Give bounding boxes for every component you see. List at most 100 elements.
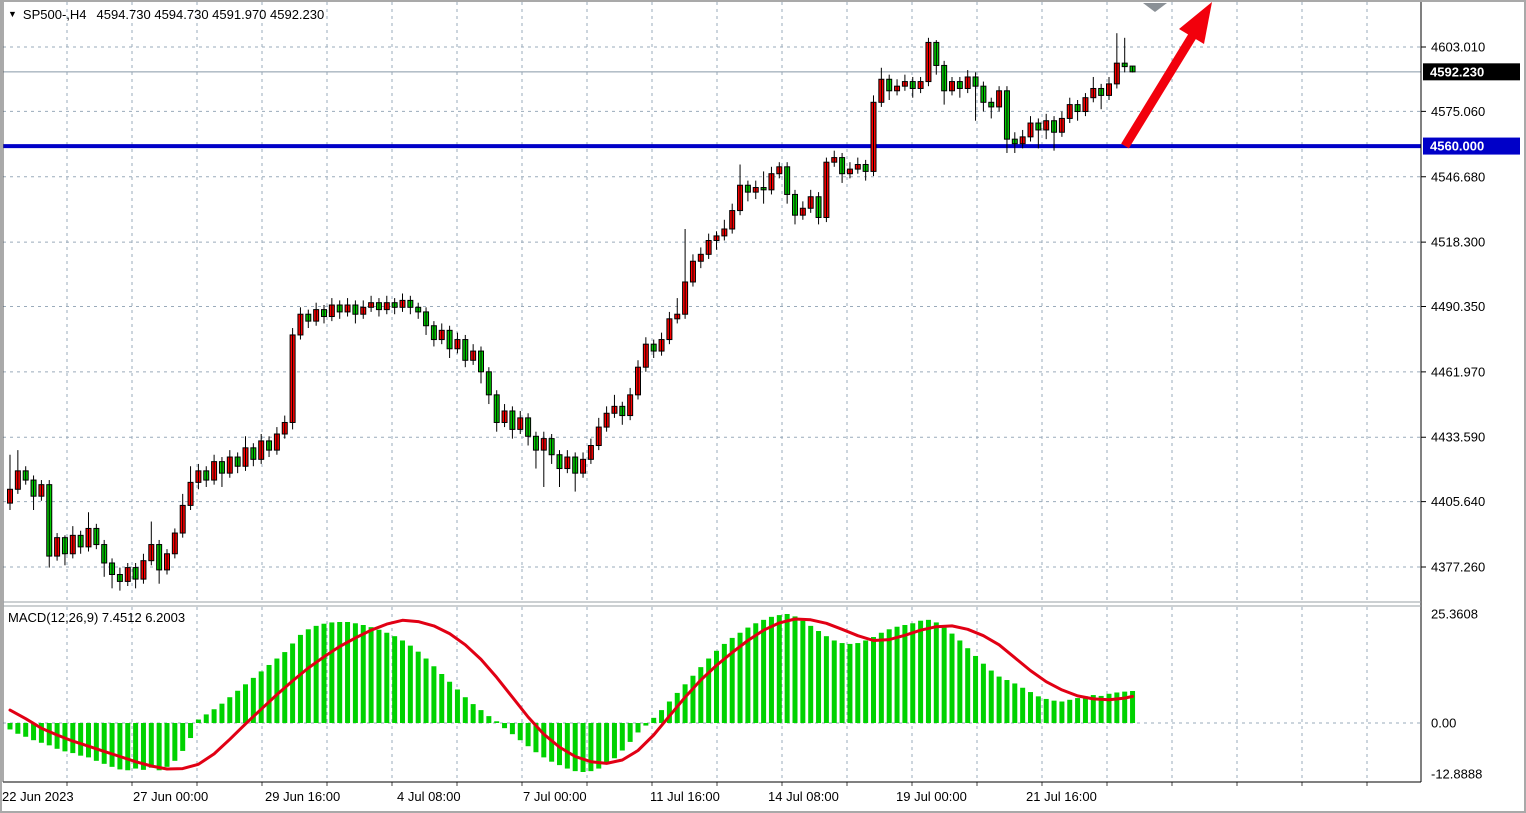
trend-arrow-head[interactable] [1179, 2, 1212, 44]
price-axis-label: 4461.970 [1431, 364, 1485, 379]
macd-histogram-bar [541, 723, 547, 758]
macd-histogram-bar [714, 650, 719, 723]
macd-histogram-bar [627, 723, 633, 742]
price-axis-label: 4518.300 [1431, 235, 1485, 250]
macd-histogram-bar [454, 689, 460, 723]
macd-histogram-bar [823, 636, 829, 723]
macd-histogram-bar [70, 723, 76, 754]
time-axis-label: 27 Jun 00:00 [133, 789, 208, 804]
price-axis-label: 4575.060 [1431, 104, 1485, 119]
price-pane [7, 41, 1136, 582]
macd-histogram-bar [274, 658, 280, 723]
macd-histogram-bar [572, 723, 578, 772]
macd-histogram-bar [973, 655, 979, 723]
macd-histogram-bar [1106, 693, 1112, 723]
macd-histogram-bar [651, 717, 657, 723]
symbol-dropdown-icon[interactable]: ▼ [8, 9, 17, 19]
macd-histogram-bar [588, 723, 594, 772]
macd-axis-label: -12.8888 [1431, 767, 1482, 782]
macd-histogram-bar [250, 677, 256, 723]
time-axis-label: 19 Jul 00:00 [896, 789, 967, 804]
macd-histogram-bar [329, 622, 335, 723]
macd-histogram-bar [1098, 695, 1104, 723]
macd-histogram-bar [941, 627, 947, 723]
macd-histogram-bar [86, 723, 91, 758]
macd-histogram-bar [392, 636, 398, 723]
macd-signal-line [8, 617, 1134, 771]
macd-histogram-bar [15, 723, 21, 734]
macd-histogram-bar [46, 723, 52, 746]
macd-histogram-bar [1067, 699, 1073, 723]
macd-histogram-bar [863, 640, 869, 723]
macd-histogram-bar [619, 723, 625, 751]
macd-histogram-bar [376, 629, 382, 723]
chart-shift-marker-icon[interactable] [1143, 3, 1167, 12]
macd-histogram-bar [761, 619, 767, 723]
macd-histogram-bar [227, 697, 233, 723]
macd-histogram-bar [839, 643, 845, 723]
macd-histogram-bar [462, 697, 468, 723]
macd-histogram-bar [800, 620, 806, 723]
macd-histogram-bar [886, 629, 892, 723]
macd-histogram-bar [305, 629, 311, 723]
macd-histogram-bar [737, 632, 743, 723]
macd-histogram-bar [7, 723, 13, 730]
macd-histogram-bar [1090, 695, 1096, 723]
price-axis-label: 4603.010 [1431, 40, 1485, 55]
time-axis-label: 7 Jul 00:00 [523, 789, 587, 804]
macd-pane [7, 614, 1136, 772]
macd-histogram-bar [297, 634, 303, 723]
macd-histogram-bar [219, 703, 225, 723]
time-axis-label: 29 Jun 16:00 [265, 789, 340, 804]
macd-histogram-bar [352, 623, 358, 723]
trend-arrow-line[interactable] [1121, 32, 1197, 149]
macd-histogram-bar [180, 723, 186, 751]
macd-histogram-bar [1043, 698, 1049, 723]
chart-title: ▼ SP500-,H4 4594.730 4594.730 4591.970 4… [8, 7, 324, 22]
time-axis-label: 4 Jul 08:00 [397, 789, 461, 804]
macd-histogram-bar [988, 670, 994, 723]
macd-histogram-bar [31, 723, 37, 741]
macd-indicator-label: MACD(12,26,9) 7.4512 6.2003 [8, 610, 186, 625]
macd-histogram-bar [957, 640, 963, 723]
macd-histogram-bar [855, 643, 861, 723]
macd-histogram-bar [502, 723, 508, 729]
macd-histogram-bar [635, 723, 641, 733]
macd-histogram-bar [407, 645, 413, 723]
macd-histogram-bar [290, 643, 296, 723]
macd-histogram-bar [148, 723, 154, 768]
macd-histogram-bar [1012, 683, 1018, 723]
current-price-badge [1423, 63, 1520, 81]
macd-histogram-bar [400, 640, 405, 723]
macd-histogram-bar [1114, 692, 1120, 723]
macd-histogram-bar [384, 632, 390, 723]
macd-histogram-bar [1020, 687, 1026, 723]
current-price-badge-text: 4592.230 [1430, 64, 1484, 79]
macd-histogram-bar [38, 723, 44, 743]
price-axis-label: 4490.350 [1431, 299, 1485, 314]
macd-histogram-bar [211, 709, 217, 723]
macd-histogram-bar [816, 631, 822, 723]
macd-histogram-bar [1082, 696, 1088, 723]
macd-histogram-bar [666, 701, 672, 723]
macd-histogram-bar [415, 651, 421, 723]
macd-histogram-bar [659, 710, 665, 723]
macd-histogram-bar [133, 723, 139, 769]
macd-histogram-bar [564, 723, 570, 769]
macd-histogram-bar [721, 643, 727, 723]
macd-histogram-bar [1051, 700, 1057, 723]
ohlc-quote: 4594.730 4594.730 4591.970 4592.230 [96, 7, 325, 22]
macd-histogram-bar [643, 723, 649, 726]
price-axis-label: 4405.640 [1431, 494, 1485, 509]
macd-histogram-bar [949, 633, 955, 723]
macd-histogram-bar [792, 616, 798, 723]
macd-histogram-bar [368, 627, 374, 723]
macd-histogram-bar [117, 723, 123, 770]
macd-histogram-bar [509, 723, 515, 735]
macd-histogram-bar [808, 625, 814, 723]
macd-histogram-bar [533, 723, 539, 753]
macd-histogram-bar [101, 723, 107, 764]
macd-histogram-bar [706, 658, 712, 723]
macd-histogram-bar [925, 619, 931, 723]
